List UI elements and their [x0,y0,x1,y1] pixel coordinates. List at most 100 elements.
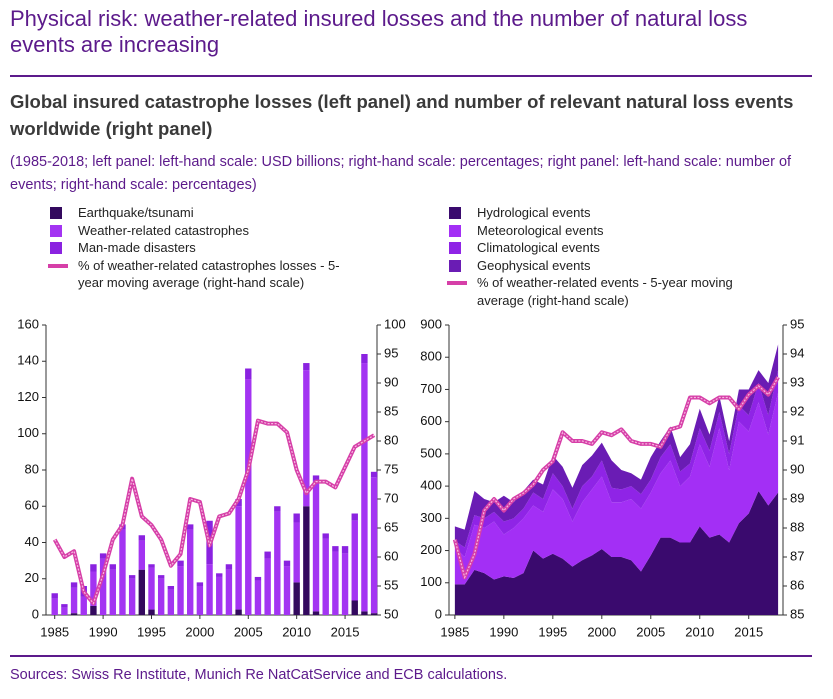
bar [293,513,300,523]
legend-swatch [50,224,62,237]
x-tick-label: 2010 [685,624,714,639]
bar [167,586,175,590]
legend-label: Weather-related catastrophes [78,222,250,238]
bar [322,538,329,615]
legend-item: Meteorological events [447,222,757,240]
bar [274,511,281,615]
y2-tick-label: 89 [790,490,804,505]
bar [303,506,310,615]
x-tick-label: 2000 [185,624,214,639]
x-tick-label: 1995 [137,624,166,639]
legend-swatch [50,242,62,254]
bar [341,546,349,554]
y2-tick-label: 80 [384,432,398,447]
y-tick-label: 140 [17,353,39,368]
legend-item: Man-made disasters [48,239,358,257]
legend-item: Weather-related catastrophes [48,222,358,240]
y2-tick-label: 70 [384,490,398,505]
bar [293,522,300,583]
y2-tick-label: 85 [790,606,804,621]
legend-swatch [449,224,461,237]
x-tick-label: 2010 [282,624,311,639]
y-tick-label: 500 [420,445,442,460]
y-tick-label: 80 [25,461,39,476]
legend-swatch [50,207,62,219]
x-tick-label: 1985 [40,624,69,639]
bar [332,546,339,552]
y2-tick-label: 88 [790,519,804,534]
bar [322,533,329,539]
bar [370,471,378,478]
x-tick-label: 2005 [234,624,263,639]
rule [10,75,812,77]
legend: Hydrological events Meteorological events… [447,204,757,309]
bar [245,379,252,615]
bar [293,582,300,615]
bar [119,529,126,615]
bar [70,582,78,588]
bar [235,609,242,615]
bar [177,560,184,567]
bar [196,586,204,615]
bar [254,580,262,615]
bar [70,587,78,614]
legend-item: % of weather-related catastrophes losses… [48,257,358,292]
y-tick-label: 600 [420,413,442,428]
bar [90,571,97,606]
y2-tick-label: 93 [790,374,804,389]
bar [196,582,204,586]
bar [138,540,146,570]
y2-tick-label: 92 [790,403,804,418]
legend-label: Man-made disasters [78,240,196,255]
legend-swatch [449,259,461,272]
bar [225,569,233,615]
bar [351,520,358,601]
y-tick-label: 100 [420,574,442,589]
y-tick-label: 700 [420,381,442,396]
bar [235,506,242,610]
bar [90,564,97,572]
legend-item: Climatological events [447,239,757,257]
bar [361,611,368,615]
y-tick-label: 40 [25,534,39,549]
bar [148,564,155,568]
bar [148,609,155,615]
bar [90,605,97,615]
y-tick-label: 200 [420,542,442,557]
y-tick-label: 400 [420,478,442,493]
area [454,490,779,615]
page-title: Physical risk: weather-related insured l… [10,6,748,57]
bar [61,604,68,608]
y2-tick-label: 95 [790,316,804,331]
bar [138,535,146,541]
bar [80,596,87,615]
note: (1985-2018; left panel: left-hand scale:… [10,154,792,193]
bar [216,573,223,577]
legend: Earthquake/tsunami Weather-related catast… [48,204,358,292]
x-tick-label: 2015 [331,624,360,639]
y2-tick-label: 95 [384,345,398,360]
legend-label: Climatological events [477,240,600,255]
bar [361,363,368,612]
legend-label: Meteorological events [477,222,604,238]
bar [303,363,310,371]
legend-item: Geophysical events [447,257,757,275]
y2-tick-label: 100 [384,316,406,331]
y-tick-label: 20 [25,570,39,585]
x-tick-label: 1985 [440,624,469,639]
y-tick-label: 800 [420,349,442,364]
bar [341,553,349,615]
legend-swatch [48,263,68,268]
bar [187,529,194,615]
bar [245,368,252,380]
bar [167,589,175,615]
x-tick-label: 1990 [489,624,518,639]
y-tick-label: 300 [420,510,442,525]
y2-tick-label: 65 [384,519,398,534]
x-tick-label: 2015 [734,624,763,639]
rule [10,655,812,657]
bar [109,569,116,615]
bar [148,567,155,610]
y2-tick-label: 91 [790,432,804,447]
